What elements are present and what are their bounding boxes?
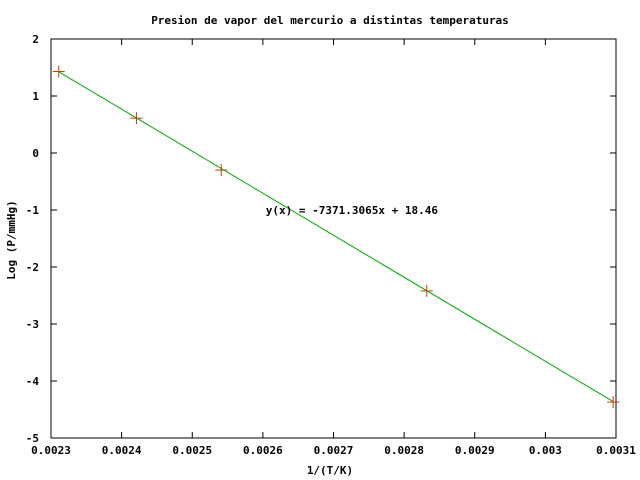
- data-point: [607, 396, 620, 409]
- x-tick-label: 0.0027: [314, 444, 354, 457]
- data-point: [420, 284, 433, 297]
- x-tick-label: 0.0024: [102, 444, 142, 457]
- y-tick-label: 2: [32, 33, 39, 46]
- x-tick-label: 0.0031: [596, 444, 636, 457]
- y-axis-label: Log (P/mmHg): [5, 200, 18, 279]
- data-point: [52, 65, 65, 78]
- data-point: [215, 164, 228, 177]
- axis-ticks: 0.0023 0.0024 0.0025 0.0026 0.0027 0.0028 0.00…: [26, 33, 636, 457]
- x-tick-label: 0.0026: [243, 444, 283, 457]
- chart-title: Presion de vapor del mercurio a distinta…: [151, 14, 509, 27]
- y-tick-label: -1: [26, 204, 40, 217]
- fit-layer: [58, 71, 614, 403]
- x-tick-label: 0.0025: [172, 444, 212, 457]
- y-tick-label: -5: [26, 432, 39, 445]
- y-tick-label: -2: [26, 261, 39, 274]
- x-axis-label: 1/(T/K): [307, 464, 353, 477]
- x-tick-label: 0.0029: [455, 444, 495, 457]
- x-tick-label: 0.003: [529, 444, 562, 457]
- y-tick-label: 1: [32, 90, 39, 103]
- fit-equation-label: y(x) = -7371.3065x + 18.46: [266, 204, 439, 217]
- fit-line: [58, 71, 614, 403]
- y-tick-label: -4: [26, 375, 40, 388]
- data-point: [130, 112, 143, 125]
- data-points: [52, 65, 620, 409]
- y-tick-label: 0: [32, 147, 39, 160]
- x-tick-label: 0.0028: [384, 444, 424, 457]
- plot-frame: [50, 38, 617, 439]
- y-tick-label: -3: [26, 318, 39, 331]
- x-tick-label: 0.0023: [31, 444, 71, 457]
